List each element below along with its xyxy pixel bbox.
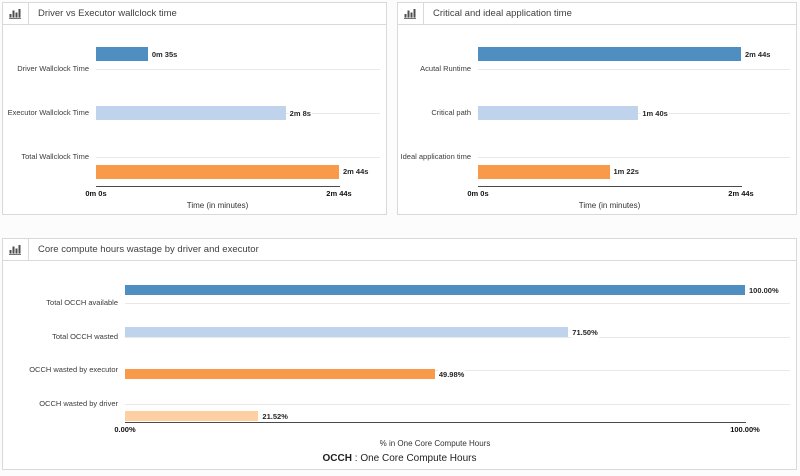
category-label: OCCH wasted by executor [29, 365, 118, 375]
bar [96, 47, 148, 62]
x-axis-tick-min: 0m 0s [467, 189, 489, 198]
chart-gridline [125, 303, 790, 304]
panel-header: Critical and ideal application time [398, 3, 796, 25]
x-axis-tick-min: 0.00% [114, 425, 136, 434]
chart-gridline [96, 157, 380, 158]
category-label: Driver Wallclock Time [17, 64, 89, 73]
bar [478, 47, 741, 62]
wallclock-bar-chart: Driver Wallclock Time 0m 35s Executor Wall… [3, 25, 386, 215]
bar-value-label: 100.00% [748, 284, 780, 296]
bar [125, 285, 745, 296]
category-label: Ideal application time [400, 152, 471, 161]
panel-header: Core compute hours wastage by driver and… [3, 239, 796, 261]
chart-gridline [125, 403, 790, 405]
x-axis-title: Time (in minutes) [186, 201, 249, 210]
bar-value-label: 21.52% [261, 410, 289, 422]
x-axis-tick-max: 100.00% [730, 425, 760, 434]
bar-value-label: 1m 22s [612, 166, 640, 178]
bar-value-label: 1m 40s [641, 107, 669, 119]
category-label: Acutal Runtime [420, 64, 471, 73]
footnote-term: OCCH [322, 453, 352, 464]
bar [478, 106, 639, 120]
x-axis-title: % in One Core Compute Hours [379, 439, 491, 448]
chart-gridline [96, 69, 380, 70]
x-axis-line [125, 422, 746, 423]
x-axis-tick-min: 0m 0s [85, 189, 107, 198]
footnote-definition: One Core Compute Hours [360, 453, 477, 464]
bar-value-label: 2m 8s [288, 107, 312, 119]
panel-title: Critical and ideal application time [433, 8, 572, 19]
x-axis-title: Time (in minutes) [578, 201, 641, 210]
chart-gridline [478, 69, 790, 70]
category-label: Total Wallclock Time [21, 152, 89, 161]
category-label: Executor Wallclock Time [7, 108, 89, 117]
bar-chart-icon [3, 3, 29, 24]
bar [96, 164, 339, 179]
panel-wallclock-time: Driver vs Executor wallclock time Driver… [2, 2, 387, 215]
category-label: OCCH wasted by driver [39, 398, 118, 408]
bar-value-label: 49.98% [437, 368, 466, 380]
footnote-separator: : [351, 453, 361, 464]
bar-value-label: 2m 44s [744, 48, 772, 60]
panel-occh-wastage: Core compute hours wastage by driver and… [2, 238, 797, 470]
x-axis-line [478, 186, 742, 187]
bar [125, 369, 435, 380]
bar [125, 327, 569, 338]
x-axis-tick-max: 2m 44s [728, 189, 754, 198]
panel-header: Driver vs Executor wallclock time [3, 3, 386, 25]
bar [125, 411, 259, 422]
category-label: Total OCCH wasted [52, 331, 118, 341]
bar-value-label: 0m 35s [150, 48, 179, 60]
category-label: Critical path [431, 108, 471, 117]
chart-footnote: OCCH : One Core Compute Hours [3, 453, 796, 465]
chart-gridline [478, 157, 790, 158]
x-axis-line [96, 186, 340, 187]
bar-value-label: 2m 44s [342, 166, 370, 178]
x-axis-tick-max: 2m 44s [326, 189, 352, 198]
application-time-bar-chart: Acutal Runtime 2m 44s Critical path 1m 40s I… [398, 25, 796, 215]
bar-chart-icon [398, 3, 424, 24]
bar-chart-icon [3, 239, 29, 260]
panel-title: Core compute hours wastage by driver and… [38, 244, 259, 255]
bar-value-label: 71.50% [571, 326, 599, 338]
category-label: Total OCCH available [46, 298, 118, 307]
bar [478, 164, 610, 179]
panel-application-time: Critical and ideal application time Acut… [397, 2, 797, 215]
panel-title: Driver vs Executor wallclock time [38, 8, 177, 19]
bar [96, 106, 286, 120]
occh-wastage-bar-chart: Total OCCH available 100.00% Total OCCH wa… [3, 261, 796, 456]
